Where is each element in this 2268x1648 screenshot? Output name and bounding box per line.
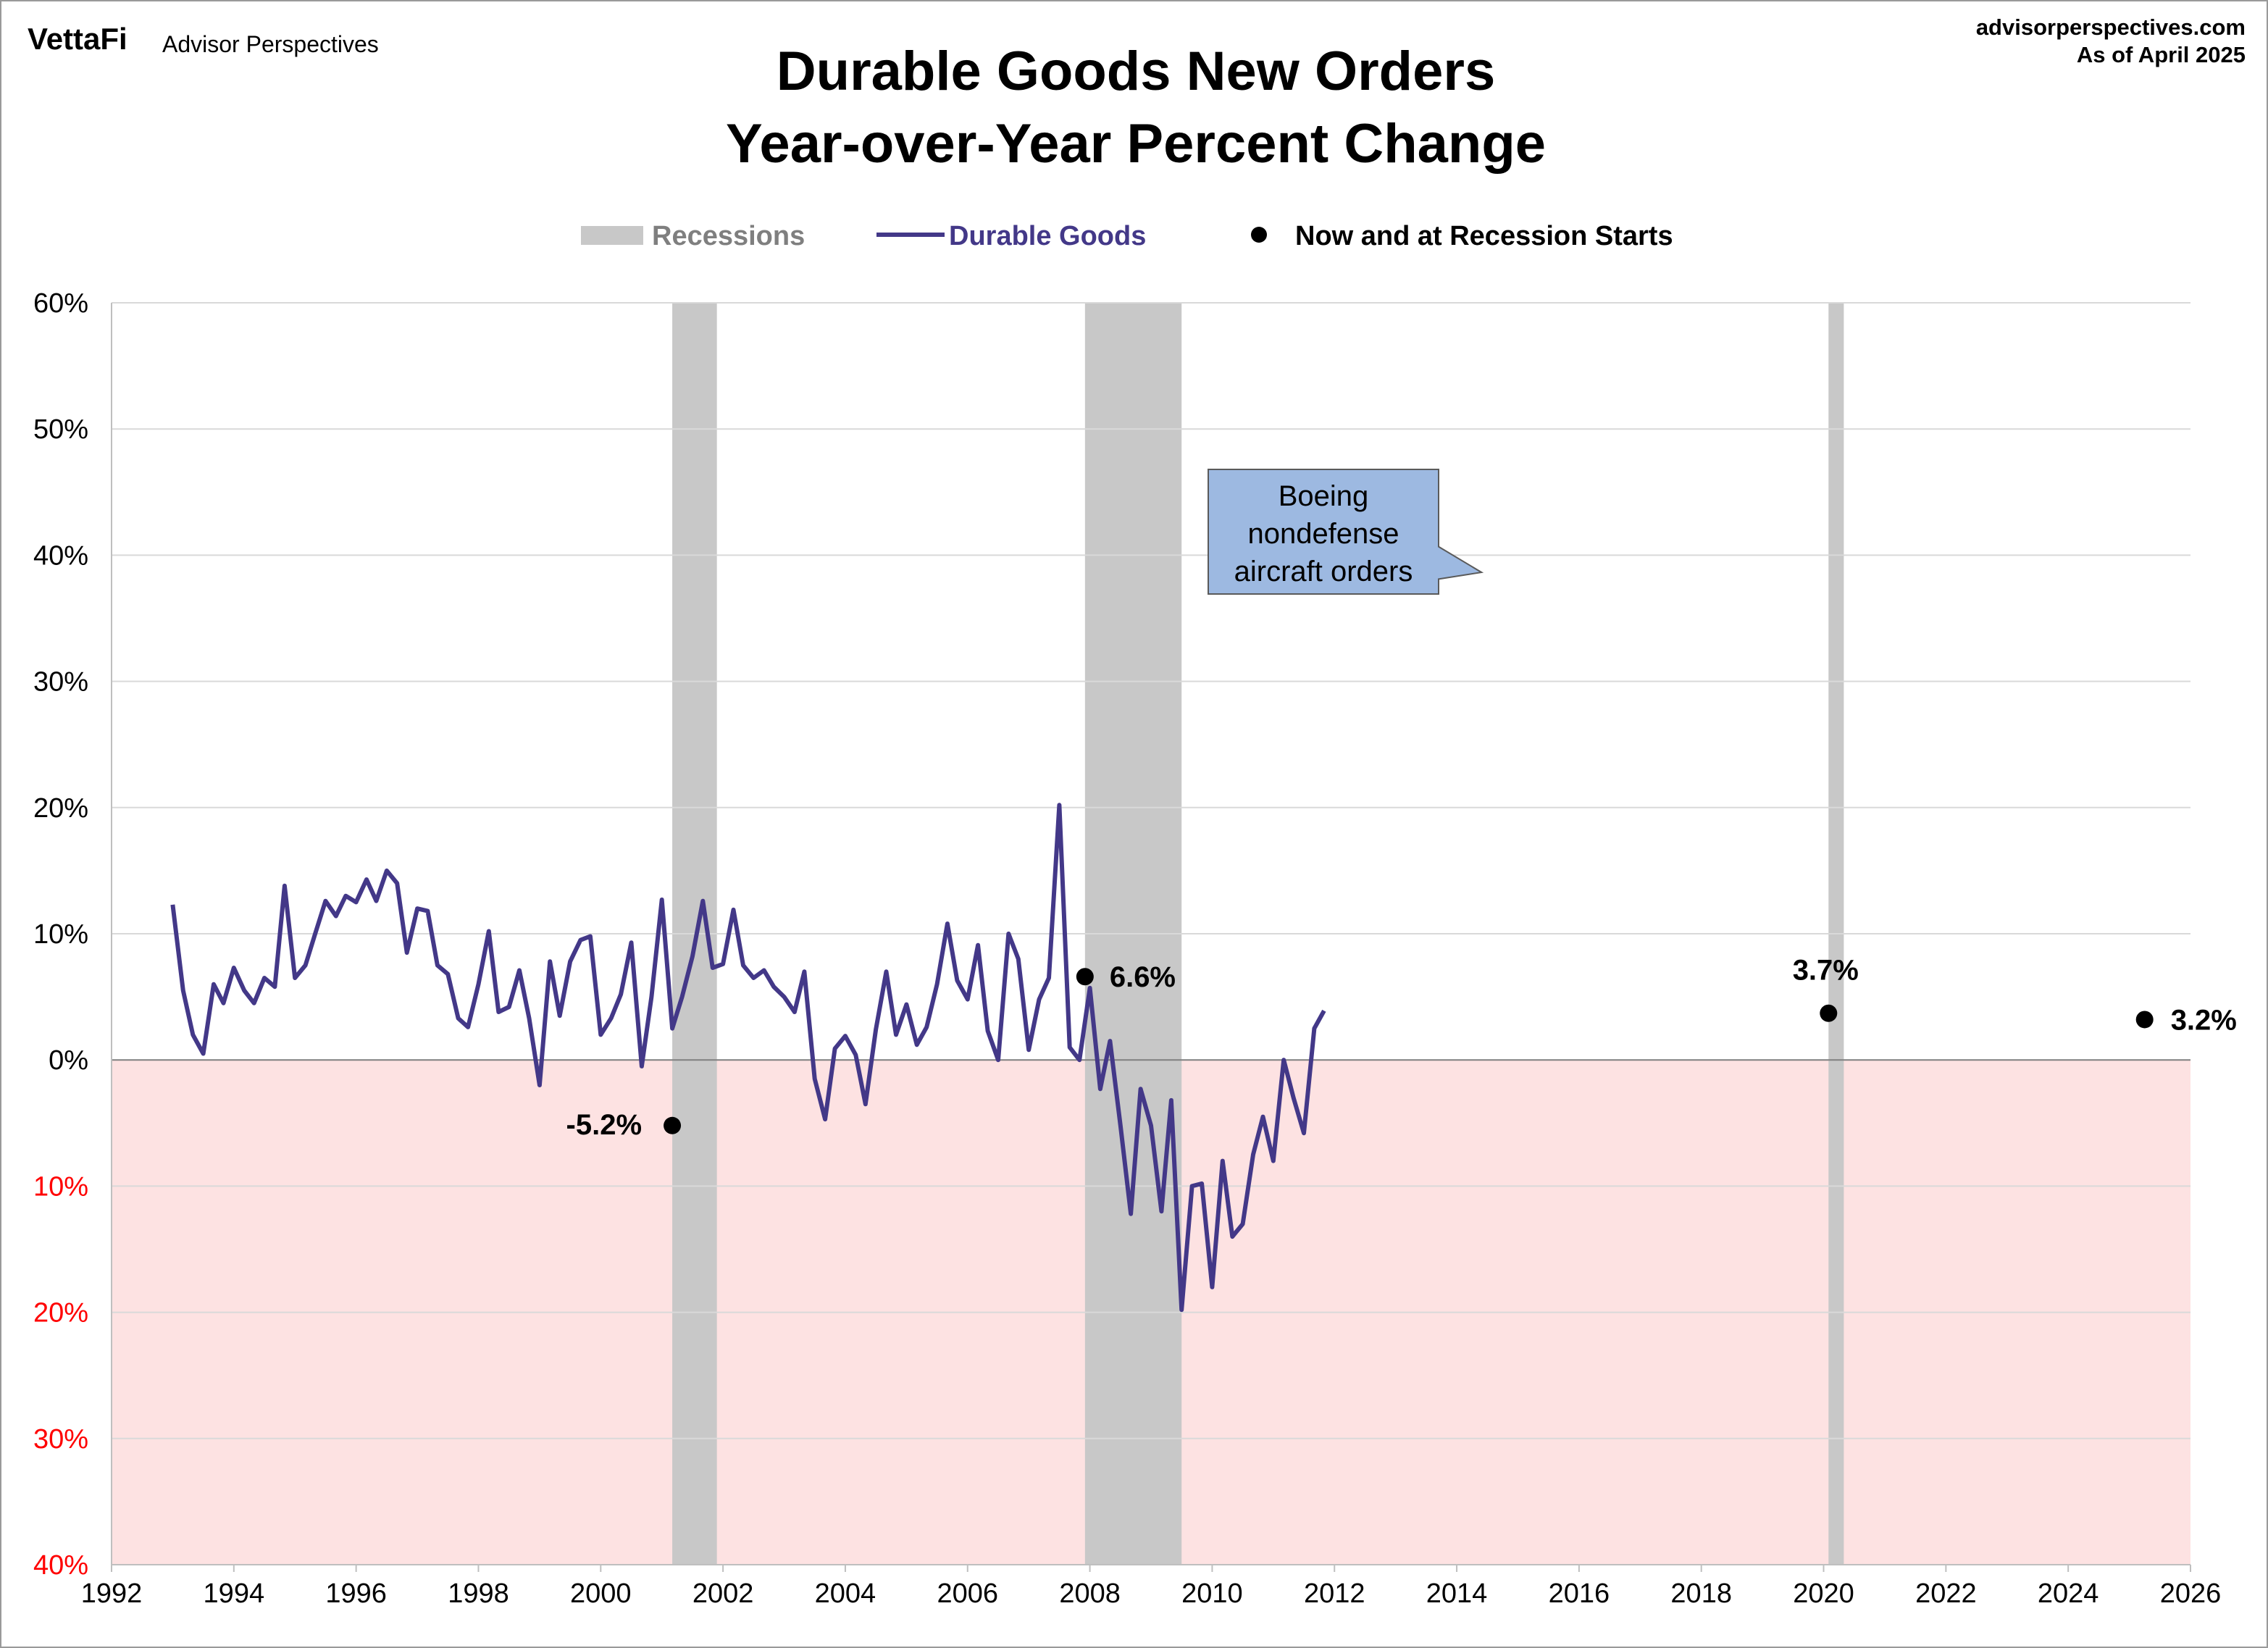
- annotation-text-line: nondefense: [1247, 518, 1399, 550]
- recession-start-dot: [2135, 1011, 2154, 1029]
- x-tick-label: 2020: [1793, 1578, 1854, 1609]
- y-tick-label: 20%: [33, 1298, 88, 1329]
- x-tick-label: 1996: [325, 1578, 387, 1609]
- y-tick-label: 40%: [33, 1550, 88, 1581]
- chart-subtitle: Year-over-Year Percent Change: [726, 113, 1546, 175]
- x-tick-label: 2008: [1059, 1578, 1121, 1609]
- x-tick-label: 2004: [815, 1578, 876, 1609]
- x-tick-label: 2018: [1670, 1578, 1732, 1609]
- source-site: advisorperspectives.com: [1976, 14, 2246, 40]
- y-tick-label: 10%: [33, 919, 88, 950]
- y-tick-label: 30%: [33, 667, 88, 698]
- y-tick-label: 60%: [33, 288, 88, 319]
- y-tick-label: 50%: [33, 414, 88, 445]
- recession-start-dot: [1820, 1004, 1838, 1022]
- recession-start-dot: [664, 1116, 682, 1134]
- x-tick-label: 2010: [1181, 1578, 1243, 1609]
- x-tick-label: 2024: [2038, 1578, 2099, 1609]
- series-line-1: [170, 803, 1326, 1313]
- x-tick-label: 2002: [692, 1578, 754, 1609]
- x-tick-label: 2006: [937, 1578, 998, 1609]
- x-tick-label: 2022: [1915, 1578, 1977, 1609]
- x-tick-label: 1994: [204, 1578, 265, 1609]
- dot-value-label: -5.2%: [566, 1109, 643, 1141]
- x-tick-label: 2026: [2160, 1578, 2222, 1609]
- y-tick-label: 0%: [49, 1045, 88, 1076]
- y-tick-label: 30%: [33, 1424, 88, 1455]
- recession-start-dot: [1076, 968, 1094, 986]
- dot-value-label: 3.7%: [1793, 955, 1859, 987]
- legend-recession-swatch: [581, 226, 643, 245]
- brand-logo: VettaFi: [28, 22, 127, 56]
- y-tick-label: 20%: [33, 793, 88, 824]
- x-tick-label: 2012: [1304, 1578, 1365, 1609]
- legend-series-label: Durable Goods: [949, 221, 1146, 251]
- y-tick-label: 40%: [33, 540, 88, 571]
- brand-subtitle: Advisor Perspectives: [162, 31, 379, 57]
- axes: 60%50%40%30%20%10%0%10%20%30%40%1992 1994…: [33, 288, 2221, 1609]
- legend-recessions-label: Recessions: [652, 221, 805, 251]
- legend-dot-swatch: [1251, 227, 1267, 243]
- x-tick-label: 1998: [448, 1578, 509, 1609]
- chart-title: Durable Goods New Orders: [777, 41, 1495, 102]
- boeing-annotation: Boeing nondefense aircraft orders: [1208, 469, 1484, 595]
- dot-value-label: 3.2%: [2171, 1004, 2237, 1036]
- x-tick-label: 2014: [1426, 1578, 1488, 1609]
- annotation-callout-box: [1208, 469, 1484, 595]
- annotation-text-line: aircraft orders: [1234, 556, 1413, 587]
- recession-start-dots: -5.2% 6.6% 3.7% 3.2%: [566, 955, 2237, 1141]
- x-tick-label: 1992: [81, 1578, 143, 1609]
- dot-value-label: 6.6%: [1110, 961, 1176, 993]
- y-tick-label: 10%: [33, 1171, 88, 1202]
- series-durable-goods: [170, 803, 1326, 1313]
- annotation-text-line: Boeing: [1279, 480, 1369, 512]
- as-of-date: As of April 2025: [2077, 42, 2246, 67]
- x-tick-label: 2016: [1549, 1578, 1610, 1609]
- legend-dot-label: Now and at Recession Starts: [1295, 221, 1673, 251]
- x-tick-label: 2000: [570, 1578, 632, 1609]
- legend: Recessions Durable Goods Now and at Rece…: [581, 221, 1673, 251]
